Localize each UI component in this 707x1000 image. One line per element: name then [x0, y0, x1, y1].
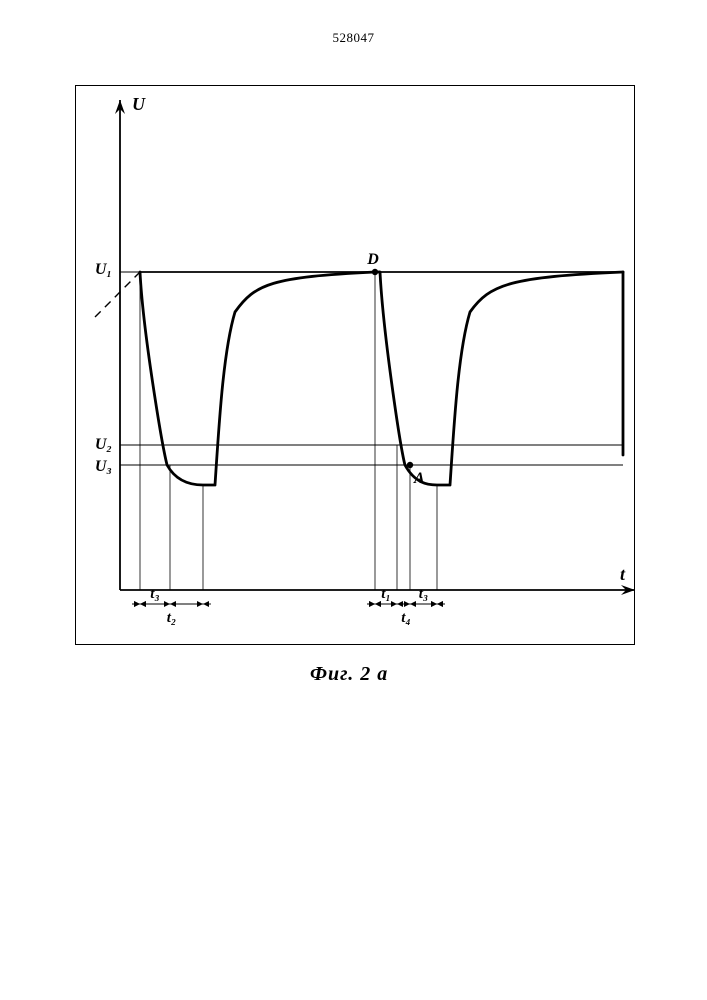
svg-text:t: t [620, 564, 626, 584]
figure-caption: Фиг. 2 а [310, 663, 388, 686]
svg-text:A: A [413, 470, 425, 487]
svg-text:t₁: t₁ [381, 586, 390, 602]
svg-text:D: D [366, 251, 379, 268]
svg-text:U₁: U₁ [95, 261, 112, 278]
svg-text:U: U [132, 94, 146, 114]
svg-text:t₃: t₃ [419, 586, 428, 602]
svg-text:U₃: U₃ [95, 458, 112, 475]
svg-text:t₄: t₄ [401, 610, 410, 626]
svg-text:U₂: U₂ [95, 436, 112, 453]
svg-text:t₂: t₂ [167, 610, 176, 626]
waveform-plot: t₃ t₂ t₁ t₃ t₄ D A Ut U₁ U₂ U₃ [75, 85, 635, 645]
document-number: 528047 [0, 30, 707, 46]
svg-text:t₃: t₃ [150, 586, 159, 602]
